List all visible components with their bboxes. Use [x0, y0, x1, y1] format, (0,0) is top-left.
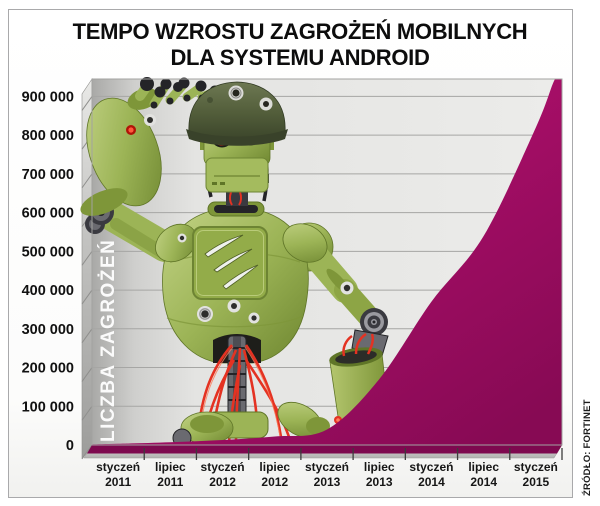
y-axis-tick-label: 400 000	[22, 283, 74, 299]
robot-helmet-rim	[186, 129, 288, 146]
gridline-wall	[81, 444, 93, 460]
gridline-wall	[81, 289, 93, 305]
y-axis-tick-label: 900 000	[22, 89, 74, 105]
chart-title-line1: TEMPO WZROSTU ZAGROŻEŃ MOBILNYCH	[72, 19, 528, 44]
x-axis-tick-label: styczeń 2011	[96, 460, 140, 489]
robot-lower-body	[172, 335, 330, 448]
robot-jaw	[205, 157, 269, 193]
gridline-wall	[81, 96, 93, 111]
y-axis-tick-label: 600 000	[22, 206, 74, 222]
gridline-wall	[81, 367, 93, 382]
axis-labels: 900 000 800 000 700 000 600 000 500 000 400 0…	[22, 89, 558, 489]
y-axis-title: LICZBA ZAGROŻEŃ	[97, 239, 119, 442]
x-axis-tick-label: lipiec 2014	[468, 460, 499, 489]
x-axis-tick-label: lipiec 2012	[259, 460, 290, 489]
chart-title-line2: DLA SYSTEMU ANDROID	[170, 45, 430, 70]
robot-head	[186, 81, 288, 206]
source-credit: ŹRÓDŁO: FORTINET	[581, 399, 593, 496]
gridline-wall	[81, 251, 93, 266]
claw-scratches-icon	[204, 234, 259, 290]
x-axis-tick-label: styczeń 2013	[305, 460, 349, 489]
x-axis-ticks	[143, 448, 563, 460]
x-axis-tick-label: lipiec 2011	[155, 460, 186, 489]
y-axis-tick-label: 0	[66, 438, 74, 454]
x-axis-tick-label: styczeń 2014	[409, 460, 453, 489]
area-series-3d-front-edge	[87, 445, 562, 454]
y-axis-tick-label: 800 000	[22, 128, 74, 144]
y-axis-tick-label: 100 000	[22, 399, 74, 415]
y-axis-tick-label: 300 000	[22, 322, 74, 338]
chart-title: TEMPO WZROSTU ZAGROŻEŃ MOBILNYCH DLA SYS…	[0, 19, 600, 71]
x-axis-tick-label: styczeń 2015	[514, 460, 558, 489]
gridline-wall	[81, 405, 93, 421]
gridline-wall	[81, 328, 93, 344]
y-axis-tick-label: 200 000	[22, 361, 74, 377]
robot-android-damaged-illustration	[80, 77, 391, 448]
y-axis-tick-label: 700 000	[22, 167, 74, 183]
robot-chest-panel	[192, 226, 268, 324]
y-axis-tick-label: 500 000	[22, 244, 74, 260]
plot-border	[91, 78, 563, 446]
area-series-threat-growth	[92, 79, 562, 445]
x-axis-tick-label: styczeń 2012	[201, 460, 245, 489]
gridline-wall	[81, 173, 93, 189]
x-axis-tick-label: lipiec 2013	[364, 460, 395, 489]
robot-right-shoulder	[282, 223, 328, 263]
